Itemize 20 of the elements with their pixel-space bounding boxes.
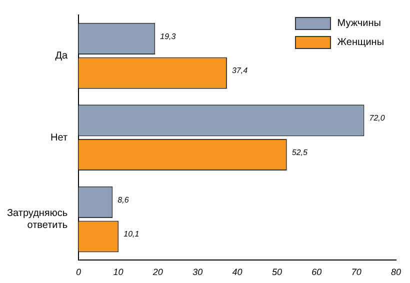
x-tick-label: 40 xyxy=(232,267,242,278)
data-label: 8,6 xyxy=(118,195,130,204)
data-label: 52,5 xyxy=(292,148,308,157)
x-tick-label: 80 xyxy=(390,267,402,278)
x-tick-label: 30 xyxy=(192,267,203,278)
x-tick-label: 50 xyxy=(272,267,282,278)
x-tick-label: 70 xyxy=(351,267,362,278)
y-tick-label: Да xyxy=(55,50,68,62)
y-tick-label: Нет xyxy=(50,132,68,144)
x-tick-label: 10 xyxy=(113,267,124,278)
data-label: 19,3 xyxy=(160,32,176,41)
data-label: 37,4 xyxy=(232,66,248,76)
y-tick-label: Затрудняюсь ответить xyxy=(7,208,68,232)
x-tick-label: 20 xyxy=(152,267,163,278)
legend-label: Женщины xyxy=(337,37,384,48)
data-label: 72,0 xyxy=(369,114,386,123)
x-tick-label: 60 xyxy=(312,267,322,278)
x-tick-label: 0 xyxy=(76,267,82,278)
legend-label: Мужчины xyxy=(337,18,381,29)
data-label: 10,1 xyxy=(124,230,140,239)
